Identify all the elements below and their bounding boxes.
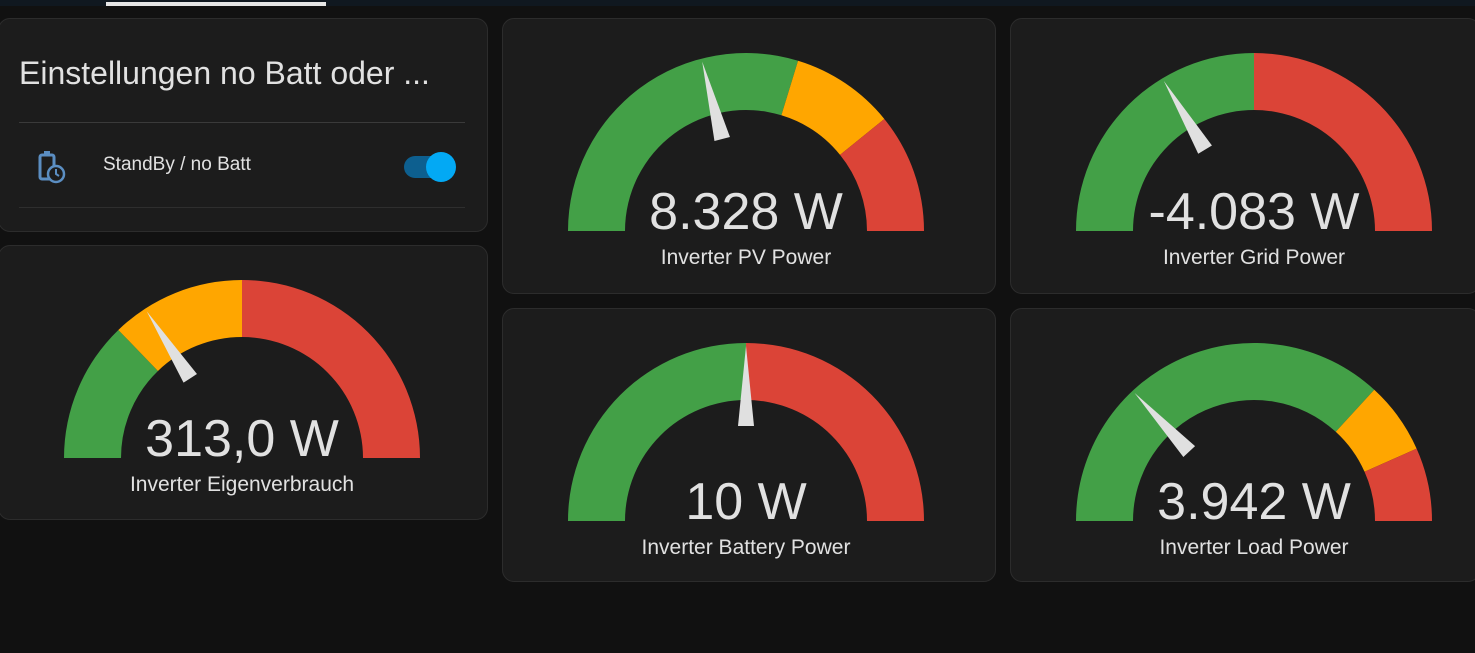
gauge: 10 W Inverter Battery Power <box>568 343 924 559</box>
gauge-label: Inverter Load Power <box>1159 536 1348 559</box>
gauge-value: 313,0 W <box>145 410 339 468</box>
gauge-segment <box>1076 342 1375 521</box>
gauge-segment <box>840 118 924 231</box>
gauge: -4.083 W Inverter Grid Power <box>1076 53 1432 269</box>
divider <box>19 207 465 208</box>
toggle-switch[interactable] <box>404 152 456 182</box>
gauge: 8.328 W Inverter PV Power <box>568 53 924 269</box>
gauge-card: 8.328 W Inverter PV Power <box>502 18 996 294</box>
gauge: 3.942 W Inverter Load Power <box>1076 342 1432 559</box>
gauge-segment <box>242 280 420 458</box>
gauge-segment <box>568 343 746 521</box>
card-title: Einstellungen no Batt oder ... <box>19 55 430 91</box>
gauge-needle <box>1163 80 1212 154</box>
gauge-segment <box>568 53 799 231</box>
divider <box>19 122 465 123</box>
gauge-segment <box>746 343 924 521</box>
gauge-card: -4.083 W Inverter Grid Power <box>1010 18 1475 294</box>
gauge-needle <box>146 311 197 383</box>
gauge-segment <box>1364 448 1432 521</box>
gauge: 313,0 W Inverter Eigenverbrauch <box>64 280 420 496</box>
gauge-label: Inverter Grid Power <box>1163 246 1345 269</box>
active-tab-indicator <box>106 2 326 6</box>
toggle-knob <box>426 152 456 182</box>
entity-name: StandBy / no Batt <box>103 154 251 175</box>
gauge-card: 3.942 W Inverter Load Power <box>1010 308 1475 582</box>
gauge-needle <box>1134 393 1196 457</box>
gauge-value: 3.942 W <box>1157 473 1351 531</box>
gauge-value: -4.083 W <box>1149 183 1360 241</box>
gauge-segment <box>1076 53 1254 231</box>
battery-clock-icon <box>38 151 66 184</box>
gauge-card: 313,0 W Inverter Eigenverbrauch <box>0 245 488 520</box>
gauge-segment <box>118 280 242 371</box>
gauge-label: Inverter Eigenverbrauch <box>130 473 354 496</box>
gauge-segment <box>1335 389 1417 472</box>
gauge-value: 10 W <box>685 473 806 531</box>
settings-card: Einstellungen no Batt oder ... StandBy /… <box>0 18 488 232</box>
gauge-label: Inverter PV Power <box>661 246 831 269</box>
gauge-label: Inverter Battery Power <box>642 536 851 559</box>
gauge-needle <box>702 61 730 142</box>
gauge-segment <box>1254 53 1432 231</box>
gauge-needle <box>738 346 754 426</box>
gauge-value: 8.328 W <box>649 183 843 241</box>
gauge-card: 10 W Inverter Battery Power <box>502 308 996 582</box>
gauge-segment <box>64 329 158 458</box>
top-bar <box>0 0 1475 6</box>
gauge-segment <box>781 60 885 155</box>
